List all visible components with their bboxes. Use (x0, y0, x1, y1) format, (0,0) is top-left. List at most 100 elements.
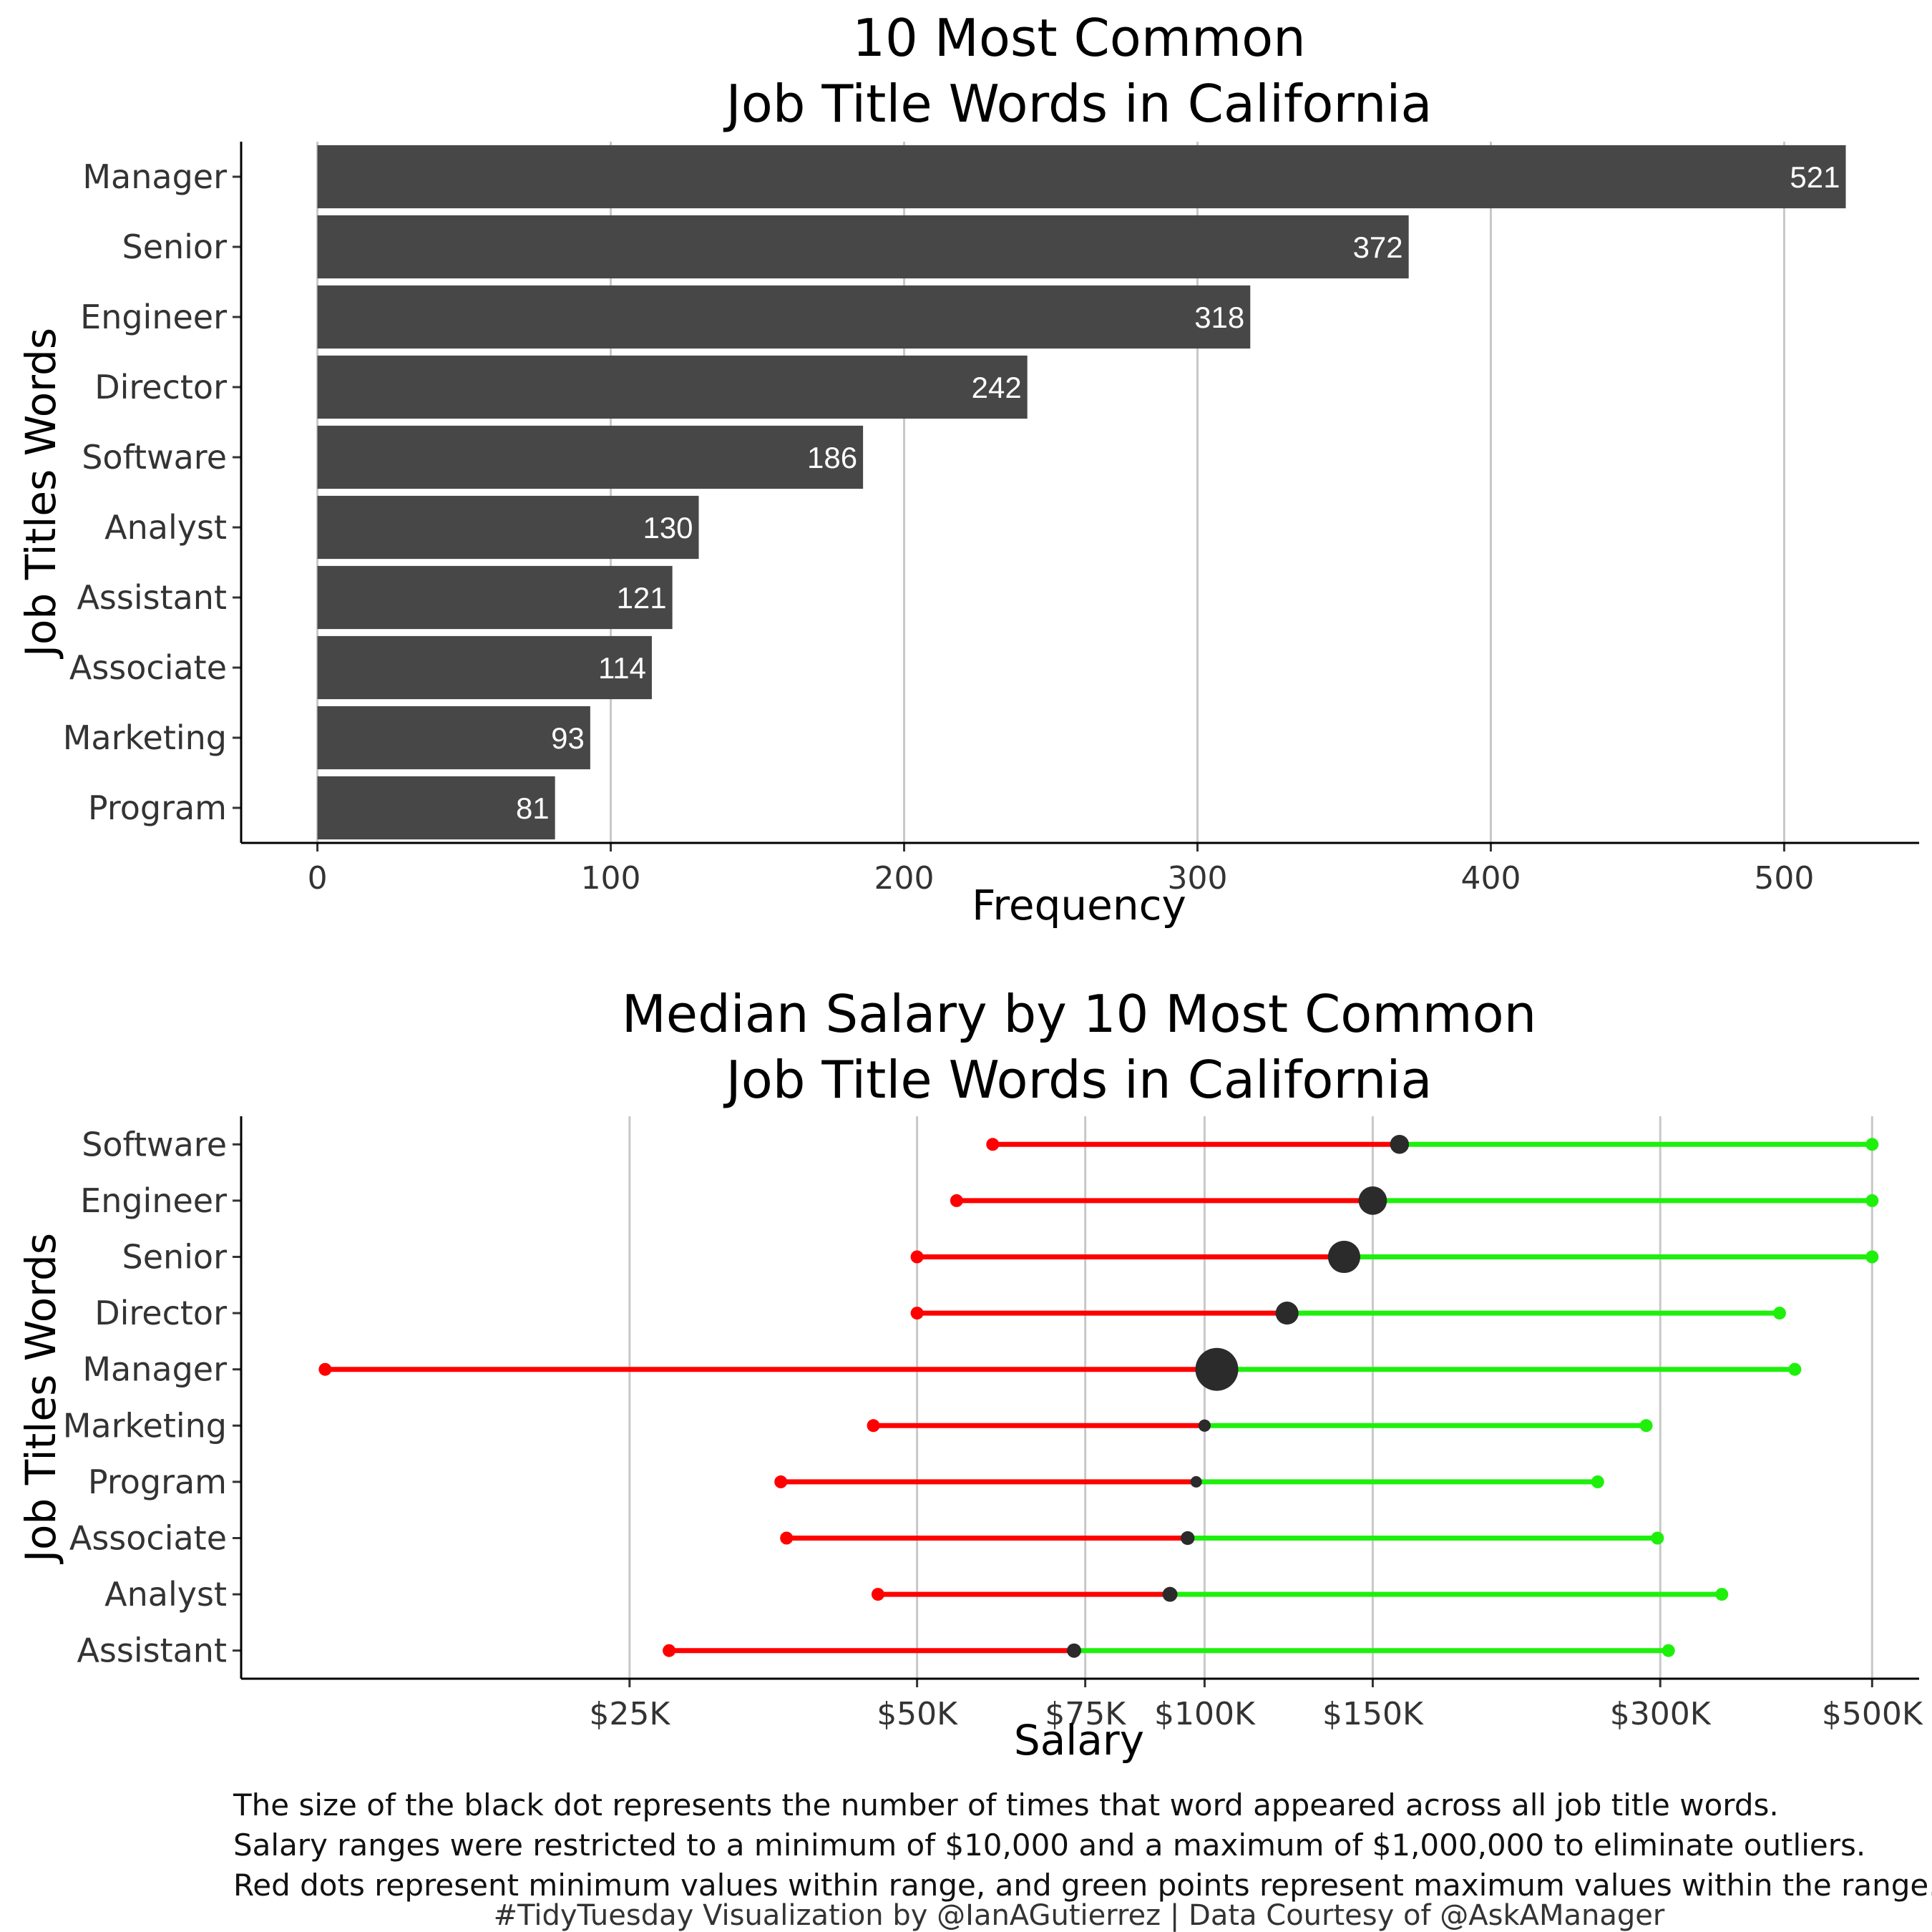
bar-x-tick-label-300: 300 (1167, 860, 1227, 897)
salary-chart-title-line2: Job Title Words in California (723, 1050, 1433, 1110)
salary-category-label-software: Software (82, 1125, 227, 1163)
salary-category-label-marketing: Marketing (63, 1406, 227, 1445)
bar-value-label-senior: 372 (1353, 230, 1403, 264)
salary-chart-marks (318, 1135, 1879, 1658)
bar-value-label-assistant: 121 (617, 581, 667, 615)
bar-category-label-assistant: Assistant (77, 578, 227, 617)
salary-chart-x-ticks: $25K $50K $75K $100K $150K $300K $500K (589, 1679, 1923, 1732)
salary-min-point-marketing (867, 1419, 880, 1433)
bar-program (317, 776, 555, 840)
bar-x-tick-label-200: 200 (874, 860, 935, 897)
salary-x-tick-label--75k: $75K (1045, 1696, 1126, 1732)
salary-max-point-manager (1788, 1362, 1802, 1376)
salary-min-point-analyst (871, 1588, 884, 1601)
bar-category-label-engineer: Engineer (80, 298, 227, 336)
credit-line: #TidyTuesday Visualization by @IanAGutie… (494, 1899, 1665, 1932)
salary-max-point-analyst (1715, 1588, 1729, 1601)
bar-senior (317, 215, 1409, 279)
bar-chart-title-line1: 10 Most Common (852, 8, 1306, 68)
salary-category-label-engineer: Engineer (80, 1181, 227, 1220)
salary-x-tick-label--300k: $300K (1610, 1696, 1712, 1732)
salary-min-point-senior (910, 1250, 924, 1264)
bar-x-tick-label-500: 500 (1754, 860, 1814, 897)
salary-max-point-engineer (1865, 1194, 1879, 1207)
salary-median-point-program (1190, 1475, 1202, 1488)
salary-category-label-director: Director (94, 1294, 227, 1332)
bar-category-label-analyst: Analyst (104, 508, 227, 547)
salary-max-point-marketing (1639, 1419, 1653, 1433)
salary-chart-x-axis-title: Salary (1014, 1716, 1144, 1765)
salary-median-point-analyst (1162, 1586, 1178, 1602)
bar-category-label-program: Program (88, 789, 227, 827)
salary-category-label-analyst: Analyst (104, 1575, 227, 1614)
salary-x-tick-label--25k: $25K (589, 1696, 670, 1732)
salary-category-label-program: Program (88, 1463, 227, 1501)
salary-median-point-associate (1181, 1531, 1195, 1546)
salary-chart-title-line1: Median Salary by 10 Most Common (622, 984, 1537, 1044)
salary-median-point-engineer (1358, 1186, 1387, 1215)
salary-chart-gridlines (628, 1116, 1873, 1679)
salary-min-point-associate (780, 1531, 794, 1545)
salary-x-tick-label--500k: $500K (1822, 1696, 1923, 1732)
salary-min-point-assistant (663, 1644, 676, 1657)
bar-associate (317, 635, 652, 700)
bar-manager (317, 145, 1846, 209)
bar-category-label-senior: Senior (122, 228, 228, 266)
bar-marketing (317, 706, 590, 770)
salary-category-label-senior: Senior (122, 1238, 228, 1277)
salary-max-point-director (1772, 1307, 1786, 1320)
salary-min-point-manager (318, 1362, 332, 1376)
bar-director (317, 355, 1028, 419)
salary-median-point-assistant (1066, 1643, 1081, 1658)
salary-min-point-engineer (950, 1194, 963, 1207)
salary-min-point-software (986, 1138, 1000, 1151)
salary-max-point-software (1865, 1138, 1879, 1151)
salary-min-point-director (910, 1307, 924, 1320)
bar-category-label-marketing: Marketing (63, 718, 227, 757)
salary-category-label-manager: Manager (82, 1350, 227, 1389)
bar-chart-x-axis-title: Frequency (972, 881, 1186, 930)
bar-category-label-associate: Associate (69, 648, 227, 687)
salary-chart-y-axis-title: Job Titles Words (16, 1233, 65, 1564)
bar-chart: 10 Most Common Job Title Words in Califo… (16, 8, 1919, 930)
bar-value-label-analyst: 130 (643, 511, 693, 545)
bar-chart-y-axis-title: Job Titles Words (16, 328, 65, 659)
bar-x-tick-label-100: 100 (581, 860, 641, 897)
salary-median-point-senior (1327, 1240, 1360, 1274)
salary-median-point-manager (1195, 1347, 1239, 1391)
salary-x-tick-label--150k: $150K (1322, 1696, 1424, 1732)
bar-chart-bars: 521 372 318 242 186 130 121 114 93 81 (317, 145, 1846, 840)
bar-value-label-engineer: 318 (1194, 301, 1244, 334)
bar-analyst (317, 495, 699, 560)
bar-engineer (317, 285, 1251, 349)
salary-min-point-program (774, 1475, 788, 1488)
bar-category-label-director: Director (94, 368, 227, 406)
salary-max-point-program (1591, 1475, 1604, 1488)
bar-chart-category-labels: Manager Senior Engineer Director Software Ana… (63, 157, 241, 827)
bar-x-tick-label-400: 400 (1460, 860, 1521, 897)
salary-dumbbell-chart: Median Salary by 10 Most Common Job Titl… (16, 984, 1923, 1765)
bar-category-label-software: Software (82, 438, 227, 477)
salary-median-point-marketing (1198, 1419, 1211, 1432)
caption-line-2: Salary ranges were restricted to a minim… (233, 1828, 1865, 1863)
bar-chart-title-line2: Job Title Words in California (723, 74, 1433, 134)
salary-median-point-software (1390, 1135, 1410, 1154)
salary-median-point-director (1275, 1302, 1299, 1325)
bar-value-label-associate: 114 (598, 651, 646, 685)
salary-category-label-associate: Associate (69, 1519, 227, 1558)
caption-line-3: Red dots represent minimum values within… (233, 1868, 1932, 1903)
salary-max-point-senior (1865, 1250, 1879, 1264)
bar-chart-x-ticks: 0 100 200 300 400 500 (308, 843, 1814, 897)
bar-value-label-manager: 521 (1790, 160, 1840, 194)
salary-category-label-assistant: Assistant (77, 1631, 227, 1670)
caption: The size of the black dot represents the… (233, 1787, 1932, 1932)
salary-x-tick-label--100k: $100K (1154, 1696, 1256, 1732)
salary-max-point-assistant (1662, 1644, 1675, 1657)
salary-chart-category-labels: Software Engineer Senior Director Manager Mar… (63, 1125, 241, 1670)
bar-assistant (317, 565, 673, 630)
bar-x-tick-label-0: 0 (308, 860, 328, 897)
bar-value-label-director: 242 (972, 371, 1022, 404)
salary-max-point-associate (1651, 1531, 1664, 1545)
bar-value-label-marketing: 93 (551, 721, 585, 755)
